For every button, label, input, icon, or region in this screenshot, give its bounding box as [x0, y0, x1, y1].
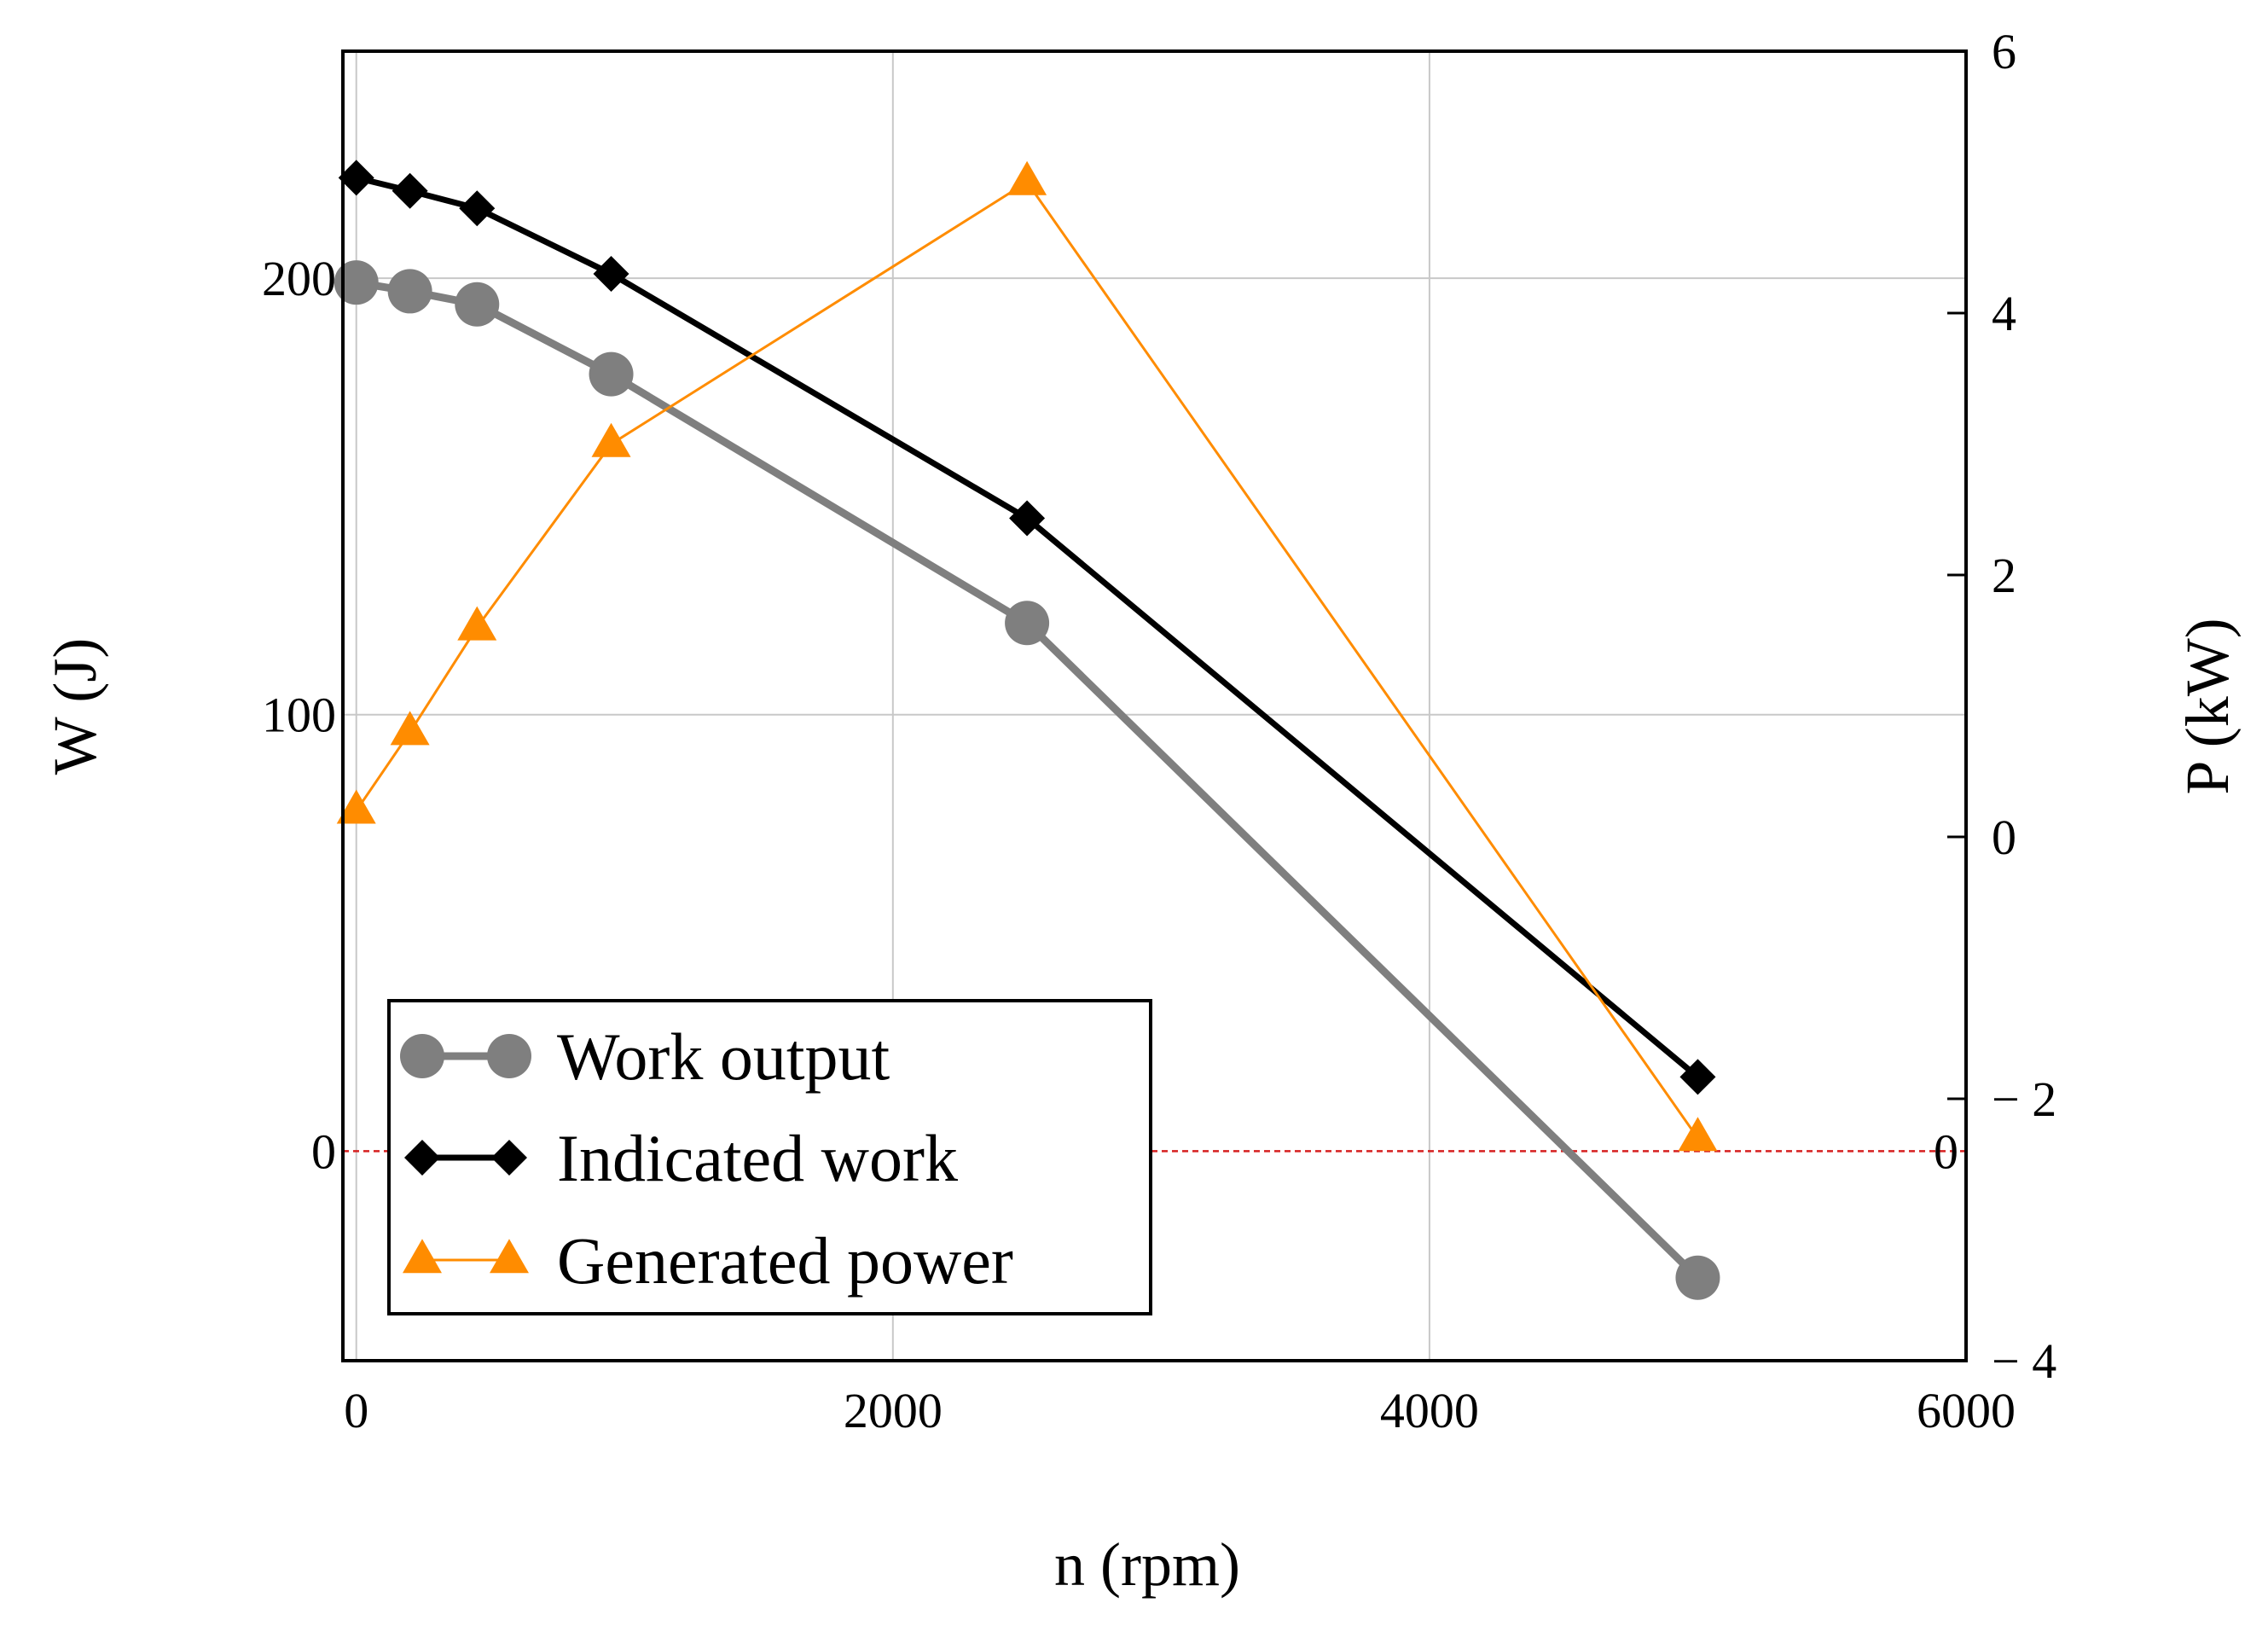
legend: Work output Indicated work Generated power: [387, 999, 1152, 1315]
triangle-point: [1678, 1117, 1718, 1152]
series-generated-power: [336, 160, 1718, 1152]
y2-axis-title: P (kW): [2173, 618, 2242, 794]
x-tick-label: 4000: [1380, 1383, 1479, 1438]
circle-point: [1675, 1255, 1720, 1300]
circle-point: [387, 269, 432, 314]
legend-marker: [400, 1034, 444, 1078]
circle-point: [1005, 601, 1050, 646]
x-tick-label: 6000: [1917, 1383, 2016, 1438]
zero-reference-label: 0: [1934, 1124, 1958, 1179]
legend-label: Indicated work: [557, 1121, 958, 1195]
circle-point: [334, 260, 379, 305]
diamond-point: [1009, 500, 1046, 537]
plot-series: [334, 160, 1720, 1300]
circle-point: [589, 351, 634, 397]
y2-tick-label: − 2: [1992, 1071, 2056, 1127]
y-tick-label: 0: [311, 1124, 336, 1179]
legend-marker: [403, 1239, 442, 1274]
legend-item: Indicated work: [404, 1121, 958, 1195]
x-tick-label: 2000: [844, 1383, 943, 1438]
diamond-point: [392, 172, 428, 209]
y2-tick-label: 4: [1992, 286, 2016, 341]
legend-item: Work output: [400, 1019, 890, 1094]
y-tick-label: 100: [262, 688, 336, 743]
y2-tick-label: 6: [1992, 24, 2016, 79]
diamond-point: [459, 190, 496, 227]
tick-labels: 0 2000 4000 6000 0 100 200 − 4 − 2 0 2 4 6 0: [262, 24, 2056, 1438]
y-axis-title: W (J): [41, 638, 109, 775]
legend-marker: [491, 1140, 527, 1176]
triangle-point: [1007, 160, 1047, 195]
circle-point: [455, 282, 500, 327]
series-indicated-work: [338, 160, 1716, 1095]
triangle-point: [336, 789, 376, 824]
triangle-point: [390, 711, 430, 746]
y-tick-label: 200: [262, 251, 336, 306]
diamond-point: [593, 255, 629, 292]
legend-marker: [490, 1239, 529, 1274]
x-axis-title: n (rpm): [1054, 1530, 1240, 1599]
legend-marker: [487, 1034, 531, 1078]
triangle-point: [457, 606, 497, 641]
diamond-point: [338, 160, 374, 196]
plot-frame: [341, 49, 1968, 1362]
legend-label: Work output: [557, 1019, 890, 1094]
series-line: [355, 181, 1699, 1139]
legend-marker: [404, 1140, 440, 1176]
legend-item: Generated power: [403, 1223, 1013, 1298]
x-tick-label: 0: [344, 1383, 368, 1438]
series-work-output: [334, 260, 1720, 1300]
legend-label: Generated power: [557, 1223, 1013, 1298]
y2-tick-label: 2: [1992, 548, 2016, 603]
y2-tick-label: − 4: [1992, 1333, 2056, 1389]
triangle-point: [591, 422, 631, 457]
diamond-point: [1679, 1059, 1716, 1095]
y2-tick-label: 0: [1992, 810, 2016, 865]
